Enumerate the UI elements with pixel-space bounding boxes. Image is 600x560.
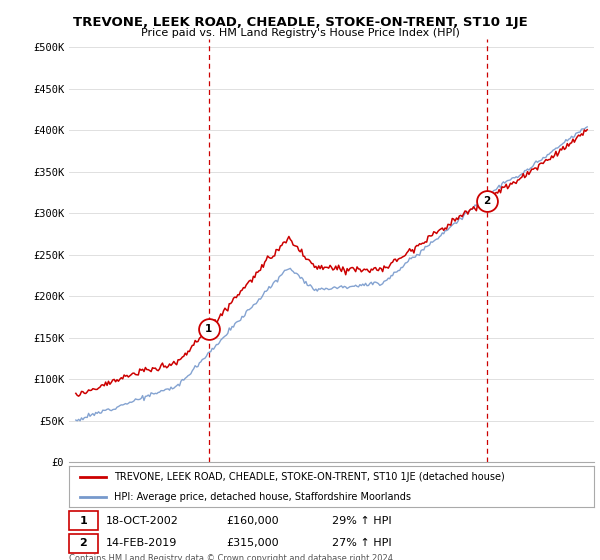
Text: Contains HM Land Registry data © Crown copyright and database right 2024.
This d: Contains HM Land Registry data © Crown c… bbox=[69, 554, 395, 560]
FancyBboxPatch shape bbox=[69, 511, 98, 530]
Text: HPI: Average price, detached house, Staffordshire Moorlands: HPI: Average price, detached house, Staf… bbox=[113, 492, 410, 502]
Text: 27% ↑ HPI: 27% ↑ HPI bbox=[331, 538, 391, 548]
Text: TREVONE, LEEK ROAD, CHEADLE, STOKE-ON-TRENT, ST10 1JE: TREVONE, LEEK ROAD, CHEADLE, STOKE-ON-TR… bbox=[73, 16, 527, 29]
Text: £160,000: £160,000 bbox=[227, 516, 279, 526]
Text: TREVONE, LEEK ROAD, CHEADLE, STOKE-ON-TRENT, ST10 1JE (detached house): TREVONE, LEEK ROAD, CHEADLE, STOKE-ON-TR… bbox=[113, 472, 505, 482]
Text: £315,000: £315,000 bbox=[227, 538, 279, 548]
Text: 2: 2 bbox=[80, 538, 88, 548]
Text: 1: 1 bbox=[205, 324, 212, 334]
Text: 18-OCT-2002: 18-OCT-2002 bbox=[106, 516, 179, 526]
Text: Price paid vs. HM Land Registry's House Price Index (HPI): Price paid vs. HM Land Registry's House … bbox=[140, 28, 460, 38]
FancyBboxPatch shape bbox=[69, 534, 98, 553]
Text: 14-FEB-2019: 14-FEB-2019 bbox=[106, 538, 177, 548]
Text: 1: 1 bbox=[80, 516, 88, 526]
Text: 2: 2 bbox=[483, 196, 490, 206]
Text: 29% ↑ HPI: 29% ↑ HPI bbox=[331, 516, 391, 526]
